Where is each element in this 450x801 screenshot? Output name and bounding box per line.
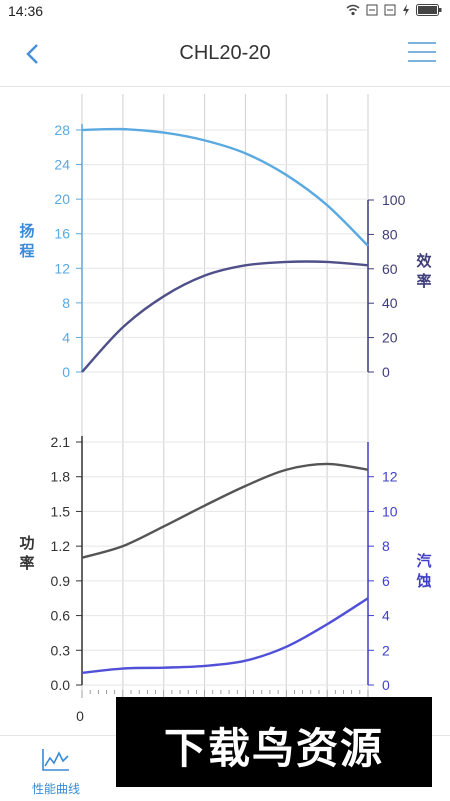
y-left-tick-label: 1.2 [51, 538, 71, 554]
sim-icon [384, 3, 396, 21]
y-right-tick-label: 4 [382, 608, 390, 624]
y-left-axis-title: 功 [19, 535, 34, 552]
y-left-tick-label: 0.9 [51, 573, 71, 589]
menu-button[interactable] [408, 42, 436, 66]
y-left-tick-label: 0.6 [51, 608, 71, 624]
watermark-text: 下载鸟资源 [163, 725, 384, 772]
y-right-tick-label: 6 [382, 573, 390, 589]
y-right-axis-title: 效 [416, 252, 432, 270]
y-left-tick-label: 24 [54, 157, 70, 173]
x-tick-label: 0 [76, 708, 84, 724]
y-right-tick-label: 80 [382, 226, 398, 242]
y-left-tick-label: 1.8 [51, 469, 71, 485]
y-right-axis-title: 蚀 [415, 572, 431, 590]
y-left-tick-label: 0 [62, 364, 70, 380]
y-right-tick-label: 40 [382, 295, 398, 311]
y-right-tick-label: 0 [382, 364, 390, 380]
line-chart-icon [42, 749, 69, 771]
y-left-tick-label: 4 [62, 329, 70, 345]
y-left-tick-label: 12 [54, 260, 70, 276]
y-right-tick-label: 0 [382, 677, 390, 693]
series-line-0-0 [81, 127, 369, 247]
y-left-tick-label: 2.1 [51, 434, 71, 450]
status-time: 14:36 [8, 3, 44, 19]
y-right-tick-label: 8 [382, 538, 390, 554]
status-bar: 14:36 [0, 0, 450, 24]
series-line-0-1 [81, 260, 369, 373]
tab-performance-curve[interactable]: 性能曲线 [8, 736, 104, 801]
app-bar: CHL20-20 [0, 24, 450, 87]
y-left-tick-label: 20 [54, 191, 70, 207]
y-left-tick-label: 8 [62, 295, 70, 311]
y-right-tick-label: 12 [382, 469, 398, 485]
back-button[interactable] [18, 38, 48, 70]
wifi-icon [346, 3, 360, 21]
series-line-1-1 [81, 597, 369, 675]
charging-icon [402, 3, 410, 21]
sim-icon [366, 3, 378, 21]
y-left-tick-label: 0.0 [51, 677, 71, 693]
y-left-tick-label: 16 [54, 226, 70, 242]
y-left-tick-label: 1.5 [51, 503, 71, 519]
watermark-banner: 下载鸟资源 [116, 697, 432, 787]
y-right-tick-label: 100 [382, 192, 406, 208]
y-right-tick-label: 2 [382, 642, 390, 658]
y-right-axis-title: 汽 [416, 552, 431, 570]
y-left-axis-title: 率 [19, 554, 34, 572]
y-right-tick-label: 20 [382, 330, 398, 346]
y-right-tick-label: 60 [382, 261, 398, 277]
y-left-tick-label: 0.3 [51, 642, 71, 658]
tab-label: 性能曲线 [31, 782, 80, 796]
status-icons [346, 3, 442, 21]
series-line-1-0 [81, 462, 369, 559]
y-right-tick-label: 10 [382, 503, 398, 519]
y-right-axis-title: 率 [416, 272, 431, 290]
battery-icon [416, 3, 442, 21]
chevron-left-icon [26, 44, 38, 64]
pump-curves-chart: 0481216202428020406080100扬程效率0.00.30.60.… [19, 94, 432, 724]
y-left-axis-title: 程 [19, 243, 34, 260]
y-left-axis-title: 扬 [19, 222, 34, 240]
hamburger-menu-icon [408, 42, 436, 62]
page-title: CHL20-20 [179, 42, 271, 64]
y-left-tick-label: 28 [54, 122, 70, 138]
